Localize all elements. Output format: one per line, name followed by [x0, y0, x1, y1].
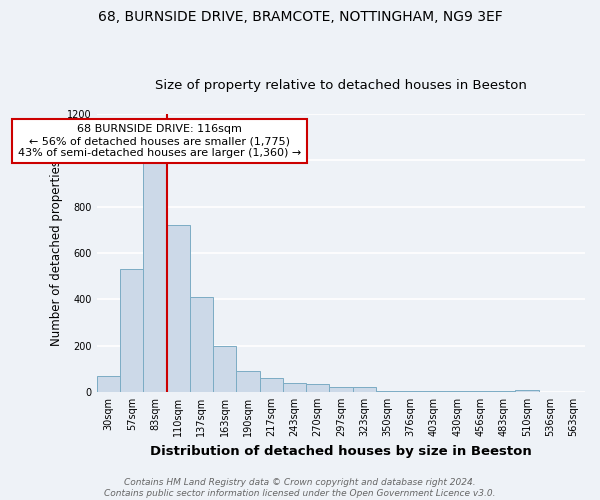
- Bar: [120, 269, 143, 392]
- Title: Size of property relative to detached houses in Beeston: Size of property relative to detached ho…: [155, 79, 527, 92]
- Bar: [306, 384, 329, 392]
- Text: 68 BURNSIDE DRIVE: 116sqm
← 56% of detached houses are smaller (1,775)
43% of se: 68 BURNSIDE DRIVE: 116sqm ← 56% of detac…: [18, 124, 301, 158]
- Text: Contains HM Land Registry data © Crown copyright and database right 2024.
Contai: Contains HM Land Registry data © Crown c…: [104, 478, 496, 498]
- Bar: [236, 371, 260, 392]
- Bar: [492, 391, 515, 392]
- Bar: [399, 391, 422, 392]
- Bar: [213, 346, 236, 392]
- Bar: [376, 391, 399, 392]
- Bar: [97, 376, 120, 392]
- Bar: [260, 378, 283, 392]
- Bar: [422, 391, 446, 392]
- X-axis label: Distribution of detached houses by size in Beeston: Distribution of detached houses by size …: [150, 444, 532, 458]
- Bar: [190, 297, 213, 392]
- Text: 68, BURNSIDE DRIVE, BRAMCOTE, NOTTINGHAM, NG9 3EF: 68, BURNSIDE DRIVE, BRAMCOTE, NOTTINGHAM…: [98, 10, 502, 24]
- Bar: [515, 390, 539, 392]
- Bar: [283, 382, 306, 392]
- Bar: [143, 160, 167, 392]
- Bar: [167, 225, 190, 392]
- Bar: [329, 388, 353, 392]
- Y-axis label: Number of detached properties: Number of detached properties: [50, 160, 63, 346]
- Bar: [469, 391, 492, 392]
- Bar: [446, 391, 469, 392]
- Bar: [353, 388, 376, 392]
